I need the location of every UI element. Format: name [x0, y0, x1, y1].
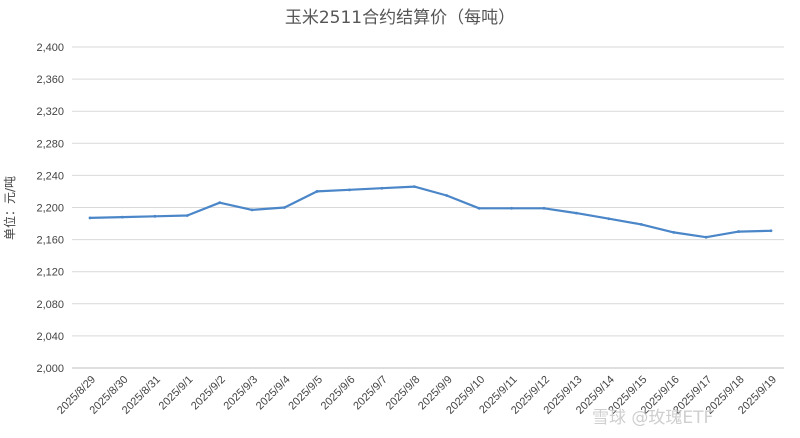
series-line [89, 185, 772, 239]
data-point [477, 206, 481, 210]
data-point [510, 206, 513, 210]
y-axis-ticks: 2,000 2,040 2,080 2,120 2,160 2,200 2,240 2,280… [36, 42, 64, 375]
x-tick-label: 2025/9/7 [351, 374, 390, 413]
data-point [218, 201, 222, 205]
data-point [639, 222, 643, 226]
y-tick-label: 2,080 [36, 299, 64, 311]
series-layer [88, 185, 773, 239]
data-point [283, 206, 286, 209]
y-tick-label: 2,240 [36, 170, 64, 182]
data-point [769, 229, 773, 233]
y-tick-label: 2,120 [36, 267, 64, 279]
data-point [737, 230, 740, 233]
grid-lines [72, 46, 784, 369]
data-point [380, 186, 384, 190]
x-tick-label: 2025/9/2 [189, 374, 228, 413]
data-point [445, 194, 449, 197]
chart-title: 玉米2511合约结算价（每吨） [285, 8, 515, 28]
y-tick-label: 2,160 [36, 235, 64, 247]
y-tick-label: 2,400 [36, 42, 64, 54]
x-tick-label: 2025/9/5 [286, 374, 325, 413]
data-point [575, 211, 578, 215]
y-tick-label: 2,320 [36, 106, 64, 118]
data-point [315, 190, 319, 193]
y-tick-label: 2,200 [36, 203, 64, 215]
data-point [250, 208, 254, 212]
y-tick-label: 2,360 [36, 74, 64, 86]
y-tick-label: 2,280 [36, 138, 64, 150]
y-tick-label: 2,000 [36, 363, 64, 375]
data-point [542, 206, 546, 210]
data-point [185, 214, 189, 217]
data-point [704, 235, 708, 239]
watermark: 雪球 @玫瑰ETF [592, 408, 713, 428]
x-tick-label: 2025/9/8 [384, 374, 423, 413]
x-tick-label: 2025/9/6 [319, 374, 358, 413]
data-point [121, 215, 124, 219]
x-tick-label: 2025/9/3 [221, 374, 260, 413]
y-axis-label: 单位：元/吨 [2, 176, 17, 240]
data-point [88, 216, 92, 220]
x-tick-label: 2025/9/1 [157, 374, 196, 413]
data-point [153, 214, 157, 218]
y-tick-label: 2,040 [36, 331, 64, 343]
data-point [348, 188, 351, 192]
data-point [412, 185, 416, 189]
data-point [672, 230, 676, 234]
x-tick-label: 2025/9/4 [254, 374, 293, 413]
data-point [607, 217, 611, 221]
